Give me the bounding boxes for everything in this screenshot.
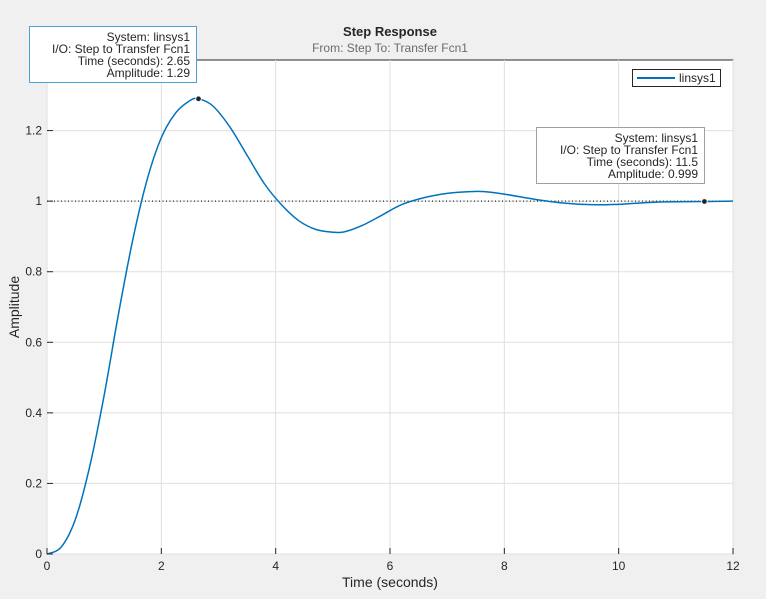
x-tick-label: 10 xyxy=(612,559,626,573)
datatip-settling[interactable]: System: linsys1 I/O: Step to Transfer Fc… xyxy=(536,127,705,184)
series-line-linsys1[interactable] xyxy=(46,97,734,555)
datatip-amplitude: Amplitude: 0.999 xyxy=(607,167,698,181)
y-tick-label: 1.2 xyxy=(25,124,42,138)
legend[interactable]: linsys1 xyxy=(632,69,721,87)
datatip-io: I/O: Step to Transfer Fcn1 xyxy=(559,143,698,157)
x-tick-label: 12 xyxy=(726,559,740,573)
x-tick-label: 6 xyxy=(387,559,394,573)
x-tick-label: 0 xyxy=(44,559,51,573)
y-tick-label: 0.6 xyxy=(25,335,42,349)
datatip-system: System: linsys1 xyxy=(106,30,190,44)
legend-label: linsys1 xyxy=(679,71,716,85)
chart-title: Step Response xyxy=(343,24,437,39)
y-axis-label: Amplitude xyxy=(6,276,22,338)
y-tick-label: 1 xyxy=(35,194,42,208)
x-tick-label: 2 xyxy=(158,559,165,573)
y-tick-label: 0.8 xyxy=(25,265,42,279)
x-tick-label: 4 xyxy=(272,559,279,573)
datatip-marker[interactable] xyxy=(195,95,202,103)
datatip-time: Time (seconds): 2.65 xyxy=(77,54,190,68)
datatip-system: System: linsys1 xyxy=(614,131,698,145)
legend-swatch xyxy=(637,77,675,79)
datatip-io: I/O: Step to Transfer Fcn1 xyxy=(51,42,190,56)
x-tick-label: 8 xyxy=(501,559,508,573)
datatip-amplitude: Amplitude: 1.29 xyxy=(106,66,190,80)
y-tick-label: 0 xyxy=(35,547,42,561)
chart-subtitle: From: Step To: Transfer Fcn1 xyxy=(312,41,468,55)
y-tick-label: 0.2 xyxy=(25,476,42,490)
datatip-marker[interactable] xyxy=(701,198,708,205)
y-tick-label: 0.4 xyxy=(25,406,42,420)
datatip-markers xyxy=(195,95,708,205)
axis-ticks: 0 2 4 6 8 10 12 0 0.2 0.4 0.6 0.8 1 1.2 xyxy=(25,124,740,573)
grid-lines xyxy=(46,60,734,555)
x-axis-label: Time (seconds) xyxy=(342,574,438,590)
datatip-time: Time (seconds): 11.5 xyxy=(586,155,698,169)
datatip-peak[interactable]: System: linsys1 I/O: Step to Transfer Fc… xyxy=(29,26,197,83)
